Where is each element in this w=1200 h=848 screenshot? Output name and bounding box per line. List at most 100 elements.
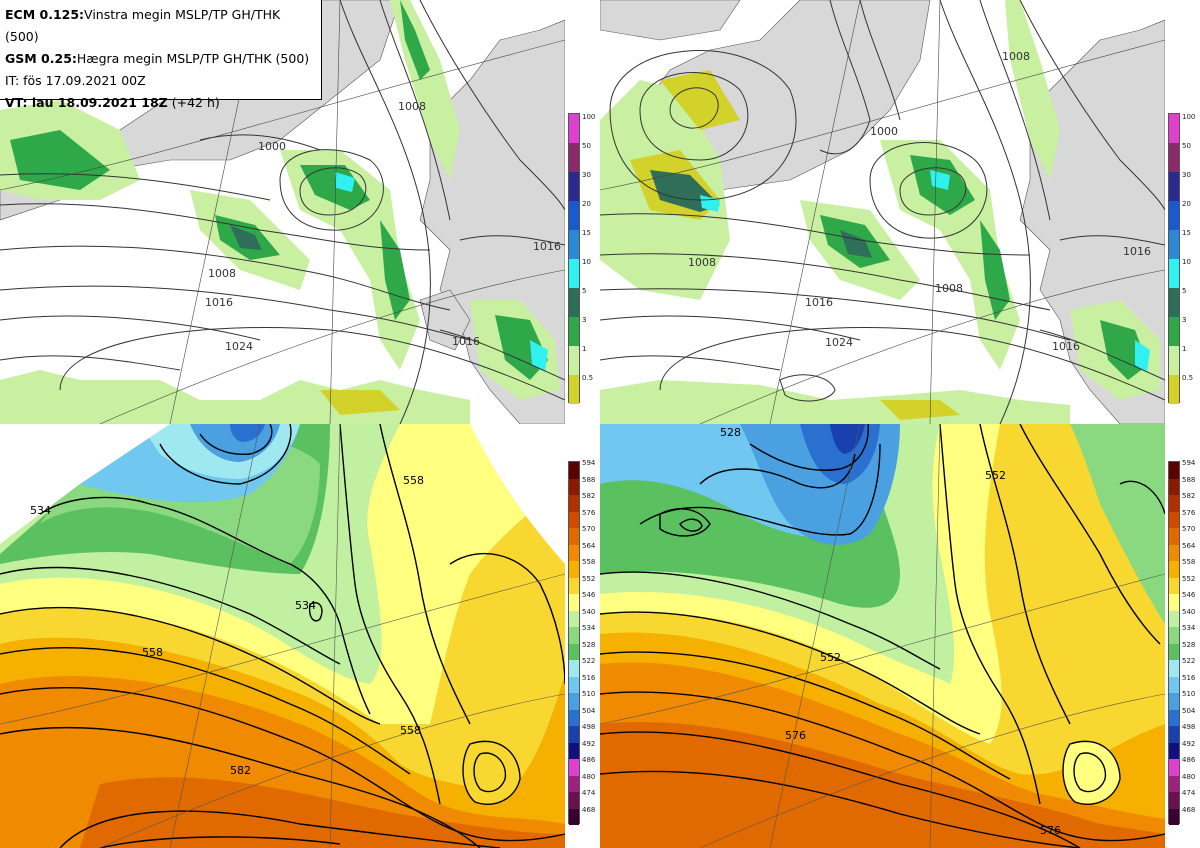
isobar-label: 1024 bbox=[225, 340, 253, 353]
colorbar-tick-label: 528 bbox=[1182, 640, 1196, 649]
ecm-gh-map-graphic: 558 558 534 558 582 534 bbox=[0, 424, 565, 848]
colorbar-tick-label: 1 bbox=[582, 345, 587, 354]
run-info-box: ECM 0.125:Vinstra megin MSLP/TP GH/THK (… bbox=[0, 0, 322, 110]
colorbar-swatch bbox=[569, 544, 579, 561]
colorbar-tick-label: 480 bbox=[582, 772, 596, 781]
colorbar-tick-label: 20 bbox=[1182, 200, 1191, 209]
info-line-gsm: GSM 0.25:Hægra megin MSLP/TP GH/THK (500… bbox=[5, 48, 316, 70]
colorbar-swatch bbox=[1169, 544, 1179, 561]
gh-label: 552 bbox=[820, 651, 841, 664]
ecm-mslp-precip-map: 1008 1016 1024 1016 1000 1008 1016 ECM 0… bbox=[0, 0, 565, 424]
colorbar-swatch bbox=[569, 495, 579, 512]
isobar-label: 1016 bbox=[805, 296, 833, 309]
colorbar-swatch bbox=[1169, 201, 1179, 230]
colorbar-tick-label: 3 bbox=[1182, 316, 1187, 325]
ecm-gh-thickness-map: 558 558 534 558 582 534 bbox=[0, 424, 565, 848]
colorbar-swatch bbox=[569, 143, 579, 172]
colorbar-tick-label: 510 bbox=[582, 690, 596, 699]
colorbar-tick-label: 30 bbox=[1182, 171, 1191, 180]
gh-label: 558 bbox=[400, 724, 421, 737]
isobar-label: 1016 bbox=[1123, 245, 1151, 258]
colorbar-swatch bbox=[1169, 775, 1179, 792]
info-line-valid-time: VT: lau 18.09.2021 18Z (+42 h) bbox=[5, 92, 316, 114]
isobar-label: 1008 bbox=[208, 267, 236, 280]
info-valid-label: VT: lau 18.09.2021 18Z bbox=[5, 95, 168, 110]
colorbar-swatch bbox=[1169, 114, 1179, 143]
colorbar-swatch bbox=[569, 462, 579, 479]
colorbar-tick-label: 3 bbox=[582, 316, 587, 325]
colorbar-swatch bbox=[569, 643, 579, 660]
isobar-label: 1000 bbox=[870, 125, 898, 138]
colorbar-tick-label: 552 bbox=[582, 574, 596, 583]
colorbar-swatch bbox=[569, 346, 579, 375]
colorbar-swatch bbox=[1169, 230, 1179, 259]
isobar-label: 1016 bbox=[205, 296, 233, 309]
thickness-colorbar-left: 594 588 582 576 570 564 558 552 546 540 534 528 522 5… bbox=[568, 459, 600, 825]
colorbar-tick-label: 50 bbox=[582, 142, 591, 151]
gh-label: 534 bbox=[30, 504, 51, 517]
gh-label: 576 bbox=[1040, 824, 1061, 837]
isobar-label: 1008 bbox=[398, 100, 426, 113]
colorbar-tick-label: 582 bbox=[582, 492, 596, 501]
colorbar-tick-label: 468 bbox=[582, 805, 596, 814]
info-ecm-text: Vinstra megin MSLP/TP GH/THK (500) bbox=[5, 7, 281, 44]
colorbar-swatch bbox=[1169, 610, 1179, 627]
colorbar-swatch bbox=[1169, 726, 1179, 743]
colorbar-swatch bbox=[1169, 375, 1179, 404]
colorbar-swatch bbox=[1169, 561, 1179, 578]
colorbar-tick-label: 15 bbox=[582, 229, 591, 238]
colorbar-swatch bbox=[1169, 528, 1179, 545]
colorbar-swatches bbox=[1168, 113, 1180, 404]
colorbar-swatch bbox=[569, 759, 579, 776]
colorbar-tick-label: 576 bbox=[582, 508, 596, 517]
colorbar-swatch bbox=[569, 201, 579, 230]
isobar-label: 1016 bbox=[452, 335, 480, 348]
colorbar-tick-label: 510 bbox=[1182, 690, 1196, 699]
colorbar-tick-label: 474 bbox=[582, 789, 596, 798]
info-line-init-time: IT: fös 17.09.2021 00Z bbox=[5, 73, 146, 88]
colorbar-tick-label: 20 bbox=[582, 200, 591, 209]
colorbar-swatch bbox=[1169, 627, 1179, 644]
colorbar-swatch bbox=[1169, 495, 1179, 512]
colorbar-tick-label: 30 bbox=[582, 171, 591, 180]
colorbar-swatch bbox=[1169, 643, 1179, 660]
colorbar-swatch bbox=[569, 709, 579, 726]
colorbar-swatch bbox=[1169, 742, 1179, 759]
colorbar-tick-label: 486 bbox=[1182, 756, 1196, 765]
colorbar-tick-label: 552 bbox=[1182, 574, 1196, 583]
colorbar-swatches bbox=[568, 113, 580, 404]
colorbar-swatches bbox=[1168, 461, 1180, 825]
colorbar-swatch bbox=[569, 172, 579, 201]
colorbar-tick-label: 15 bbox=[1182, 229, 1191, 238]
colorbar-swatch bbox=[1169, 143, 1179, 172]
colorbar-tick-label: 570 bbox=[582, 525, 596, 534]
info-gsm-label: GSM 0.25: bbox=[5, 51, 77, 66]
isobar-label: 1000 bbox=[258, 140, 286, 153]
colorbar-tick-label: 582 bbox=[1182, 492, 1196, 501]
info-valid-lead: (+42 h) bbox=[171, 95, 220, 110]
gsm-mslp-map-graphic: 1008 1016 1024 1016 1008 1016 1008 1000 bbox=[600, 0, 1165, 424]
colorbar-swatch bbox=[569, 726, 579, 743]
colorbar-swatch bbox=[1169, 511, 1179, 528]
colorbar-tick-label: 528 bbox=[582, 640, 596, 649]
colorbar-tick-label: 594 bbox=[1182, 459, 1196, 468]
colorbar-tick-label: 534 bbox=[1182, 624, 1196, 633]
colorbar-swatch bbox=[569, 259, 579, 288]
colorbar-tick-label: 504 bbox=[582, 706, 596, 715]
colorbar-swatch bbox=[1169, 676, 1179, 693]
colorbar-swatch bbox=[569, 693, 579, 710]
colorbar-swatch bbox=[569, 114, 579, 143]
colorbar-tick-label: 540 bbox=[582, 607, 596, 616]
colorbar-tick-label: 516 bbox=[1182, 673, 1196, 682]
isobar-label: 1024 bbox=[825, 336, 853, 349]
gh-label: 582 bbox=[230, 764, 251, 777]
colorbar-tick-label: 546 bbox=[582, 591, 596, 600]
colorbar-tick-label: 570 bbox=[1182, 525, 1196, 534]
colorbar-tick-label: 10 bbox=[1182, 258, 1191, 267]
colorbar-swatch bbox=[1169, 594, 1179, 611]
colorbar-tick-label: 0.5 bbox=[582, 374, 594, 383]
colorbar-tick-label: 516 bbox=[582, 673, 596, 682]
colorbar-swatch bbox=[569, 792, 579, 809]
colorbar-swatch bbox=[569, 808, 579, 825]
colorbar-swatch bbox=[1169, 478, 1179, 495]
